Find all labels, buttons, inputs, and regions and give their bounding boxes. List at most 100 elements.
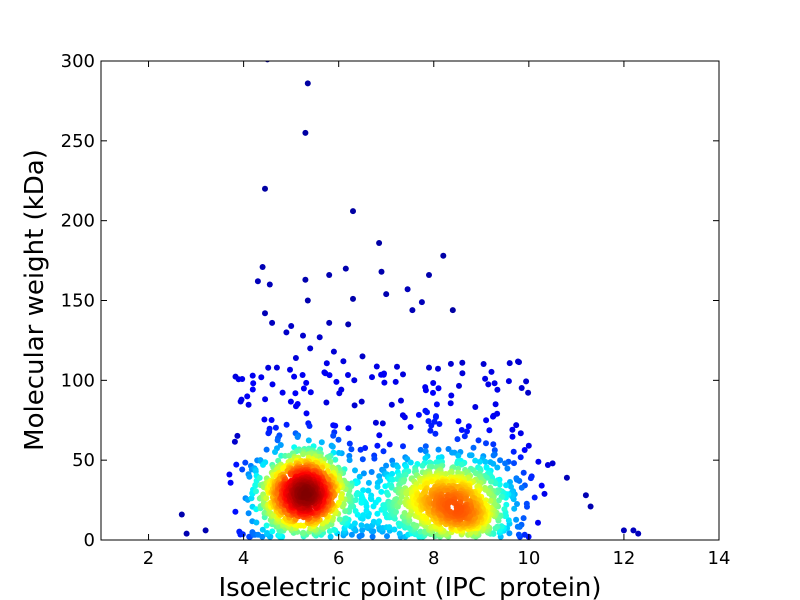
data-point: [419, 462, 426, 469]
data-point: [423, 515, 430, 522]
data-point: [248, 495, 255, 502]
data-point: [264, 530, 271, 536]
data-point: [226, 471, 233, 478]
data-point: [345, 321, 352, 328]
data-point: [401, 414, 408, 421]
data-point: [398, 397, 404, 404]
data-point: [245, 401, 252, 408]
data-point: [424, 409, 430, 416]
data-point: [494, 386, 501, 393]
data-point: [340, 358, 347, 365]
axis-ticks: 2 4 6 8 10 12 14 0 50 100 150 200 250 300: [61, 51, 731, 569]
data-point: [461, 433, 468, 440]
data-point: [449, 449, 456, 456]
data-point: [492, 401, 499, 408]
data-point: [374, 483, 381, 490]
data-point: [535, 519, 541, 526]
data-point: [297, 522, 304, 529]
data-point: [435, 385, 442, 392]
data-point: [465, 423, 472, 430]
data-point: [513, 476, 520, 483]
data-point: [329, 443, 336, 450]
data-point: [259, 526, 266, 533]
x-tick-label: 4: [238, 548, 249, 569]
data-point: [490, 413, 496, 420]
data-point: [415, 411, 422, 418]
data-point: [525, 389, 532, 396]
data-point: [430, 389, 436, 396]
data-point: [506, 530, 513, 537]
data-point: [428, 463, 435, 470]
data-point: [183, 530, 190, 537]
data-point: [454, 436, 461, 443]
data-point: [371, 455, 378, 462]
data-point: [436, 421, 443, 427]
data-point: [300, 451, 307, 458]
data-point: [426, 364, 432, 371]
data-point: [513, 422, 520, 429]
data-point: [374, 442, 381, 449]
data-point: [435, 365, 441, 372]
data-point: [381, 379, 388, 386]
data-point: [480, 361, 487, 367]
data-point: [266, 281, 273, 288]
data-point: [455, 418, 462, 425]
data-point: [260, 461, 266, 468]
data-point: [549, 460, 556, 467]
data-point: [292, 390, 299, 397]
data-point: [404, 490, 410, 497]
data-point: [376, 432, 383, 439]
data-point: [358, 499, 365, 506]
data-point: [521, 447, 528, 453]
data-point: [330, 432, 337, 439]
data-point: [458, 427, 465, 433]
data-point: [517, 454, 524, 461]
data-point: [249, 372, 256, 379]
data-point: [386, 441, 393, 448]
data-point: [373, 363, 380, 370]
data-point: [470, 444, 477, 451]
data-point: [353, 491, 360, 498]
data-point: [258, 374, 265, 381]
data-point: [326, 319, 333, 326]
data-point: [422, 489, 429, 496]
data-point: [323, 399, 330, 406]
data-point: [305, 437, 312, 444]
data-point: [348, 531, 355, 538]
data-point: [256, 474, 263, 481]
data-point: [351, 377, 358, 384]
data-point: [252, 482, 259, 489]
data-point: [377, 477, 384, 484]
data-point: [292, 355, 299, 361]
data-point: [455, 452, 462, 459]
data-point: [427, 427, 434, 434]
y-tick-label: 0: [84, 530, 95, 551]
data-point: [486, 490, 493, 497]
data-point: [338, 386, 345, 393]
data-point: [376, 473, 383, 480]
data-point: [472, 457, 479, 464]
data-point: [380, 448, 387, 455]
data-point: [346, 457, 353, 464]
data-point: [482, 458, 489, 465]
data-point: [422, 448, 429, 455]
data-point: [202, 527, 209, 534]
y-tick-label: 150: [61, 291, 95, 312]
data-point: [338, 493, 345, 500]
data-point: [505, 517, 512, 524]
data-point: [515, 358, 521, 365]
data-point: [425, 418, 432, 425]
data-point: [345, 425, 352, 432]
data-point: [352, 467, 358, 474]
data-point: [449, 307, 456, 314]
data-point: [291, 373, 298, 380]
data-point: [253, 488, 259, 495]
x-axis-title: Isoelectric point (IPC_protein): [218, 573, 601, 600]
data-point: [490, 452, 497, 459]
data-point: [483, 440, 489, 447]
data-point: [249, 386, 256, 393]
data-point: [432, 414, 439, 421]
data-point: [360, 512, 367, 519]
data-point: [234, 432, 241, 439]
data-point: [345, 372, 351, 378]
